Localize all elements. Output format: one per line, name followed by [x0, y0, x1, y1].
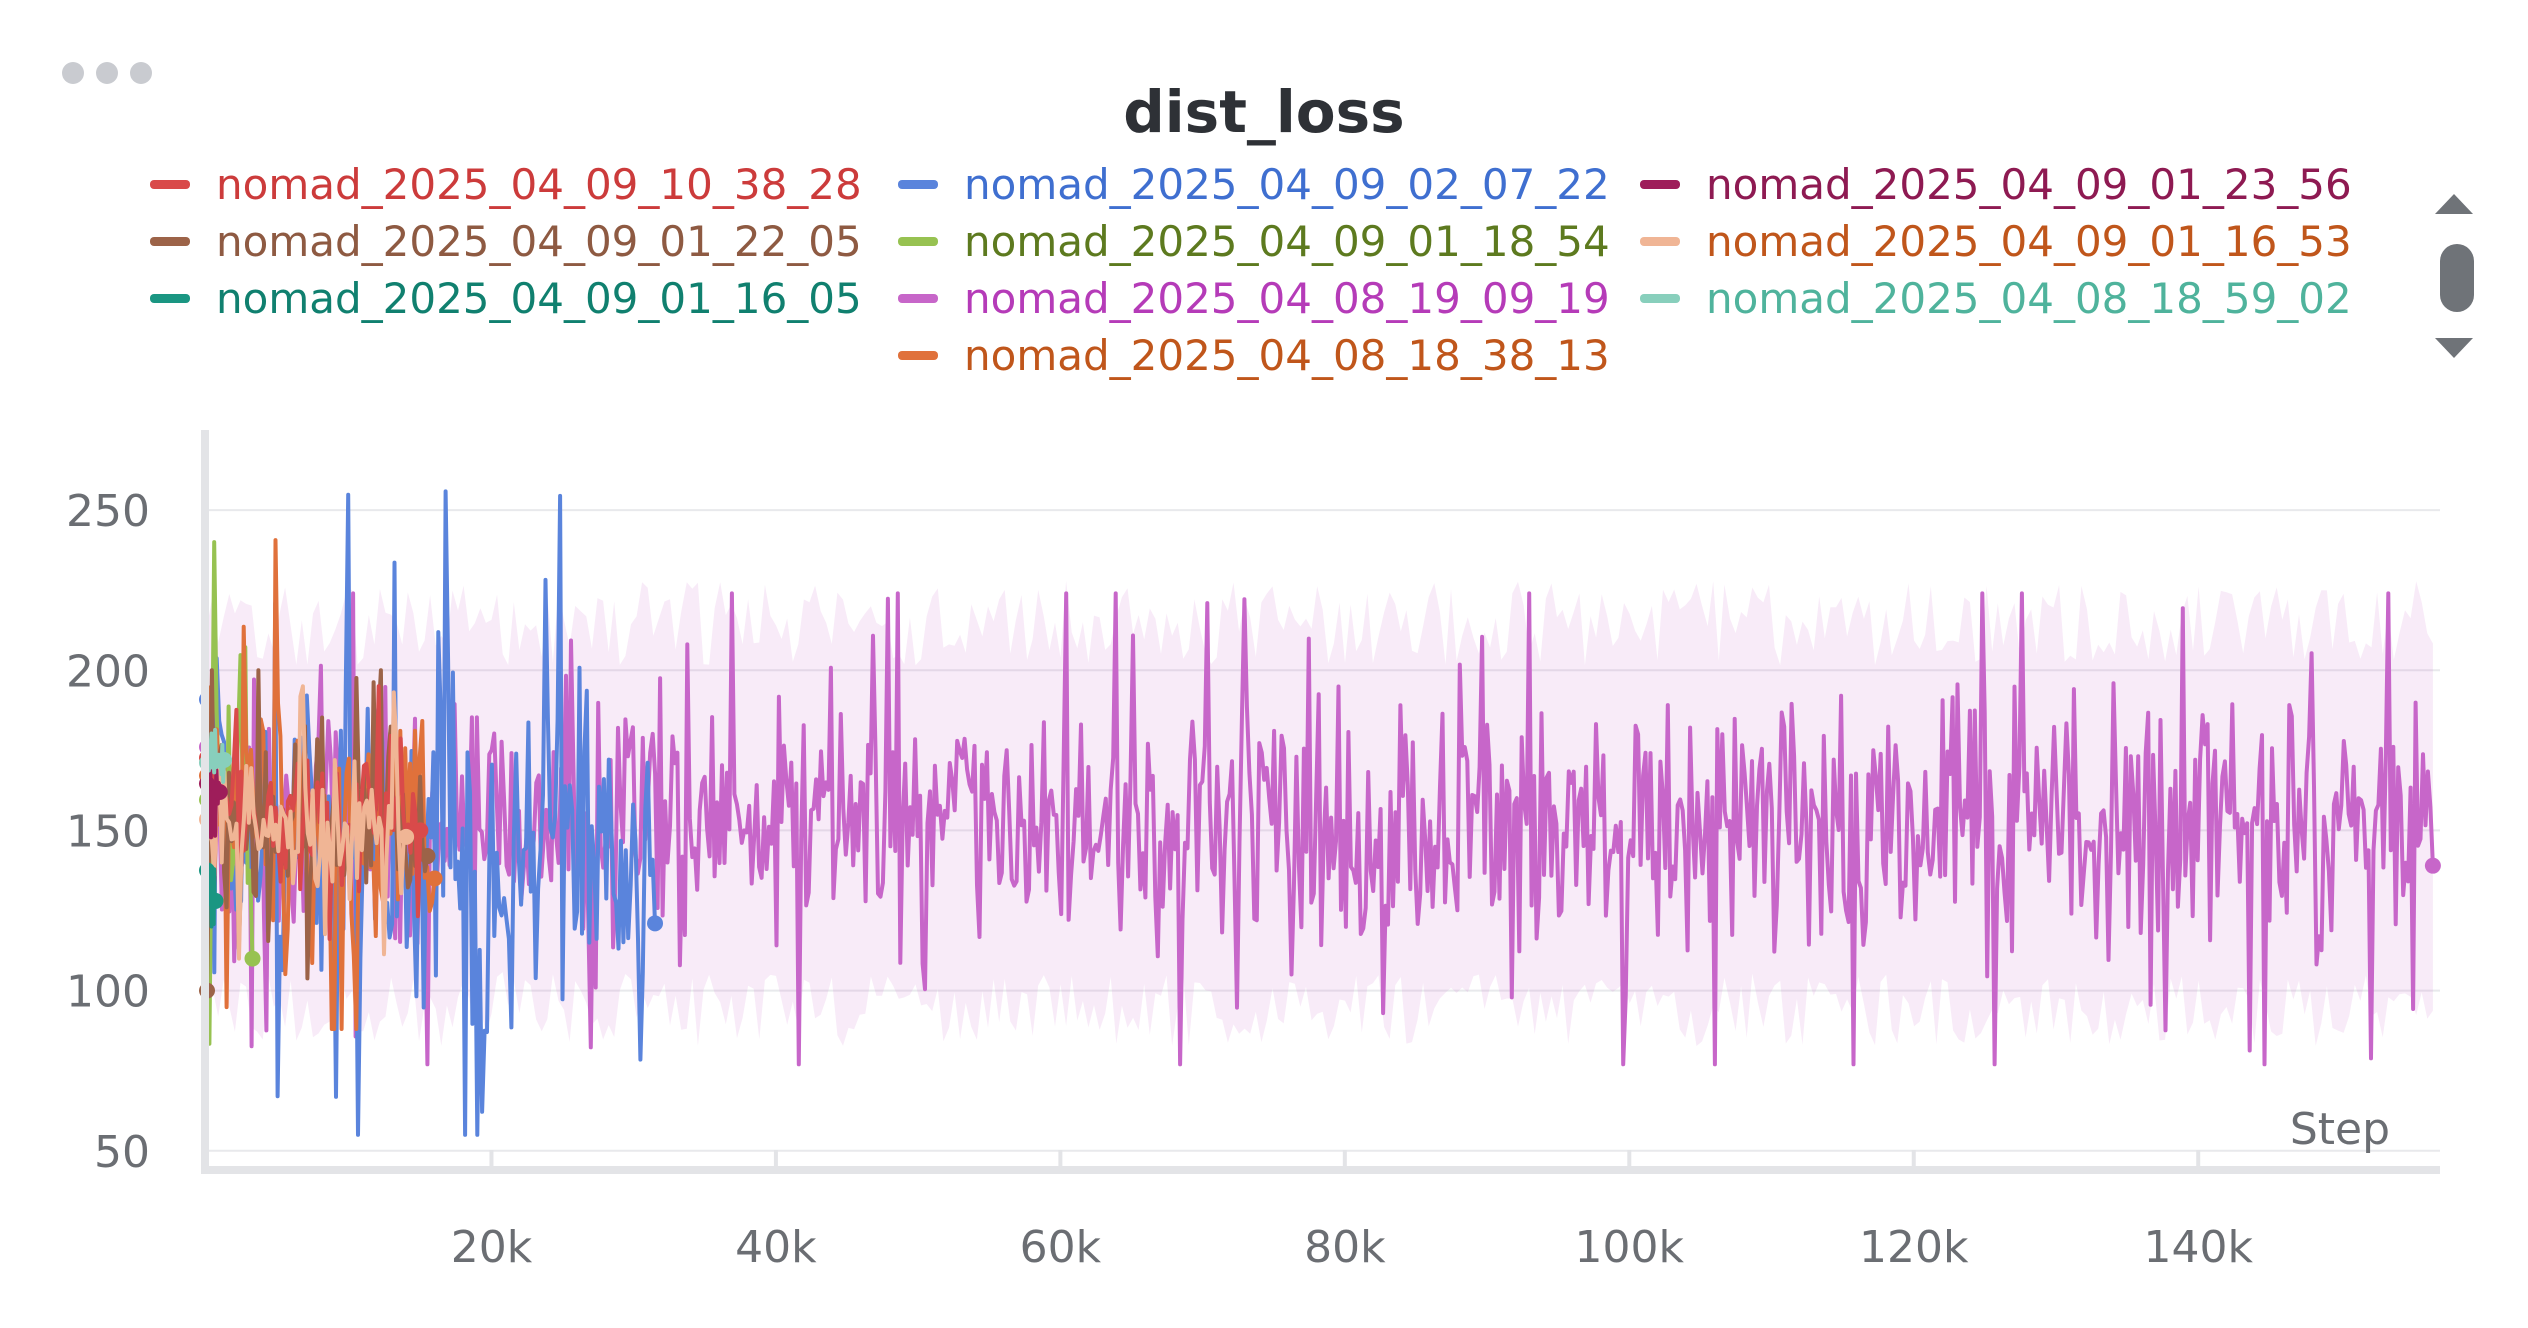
legend-swatch	[150, 294, 190, 303]
series-line	[205, 684, 408, 961]
dot	[130, 62, 152, 84]
legend-label: nomad_2025_04_09_01_18_54	[964, 217, 1610, 266]
legend-swatch	[898, 351, 938, 360]
legend-item[interactable]: nomad_2025_04_09_01_23_56	[1640, 160, 2352, 209]
scroll-down-icon[interactable]	[2435, 338, 2473, 358]
legend-swatch	[1640, 180, 1680, 189]
more-options-icon[interactable]	[62, 62, 152, 84]
series-end-marker	[647, 915, 664, 932]
legend-label: nomad_2025_04_09_01_22_05	[216, 217, 862, 266]
series-end-marker	[211, 783, 228, 800]
legend-label: nomad_2025_04_09_01_16_53	[1706, 217, 2352, 266]
legend-label: nomad_2025_04_09_10_38_28	[216, 160, 862, 209]
legend-label: nomad_2025_04_08_18_38_13	[964, 331, 1610, 380]
x-tick-label: 100k	[1575, 1222, 1685, 1273]
series-end-marker	[2424, 857, 2441, 874]
legend-label: nomad_2025_04_09_01_23_56	[1706, 160, 2352, 209]
series-end-marker	[419, 848, 436, 865]
series-end-marker	[207, 892, 224, 909]
x-tick-label: 60k	[1020, 1222, 1102, 1273]
legend-item[interactable]: nomad_2025_04_09_01_16_05	[150, 274, 862, 323]
series-line	[205, 489, 657, 1137]
series-end-marker	[398, 828, 415, 845]
y-tick-label: 200	[66, 646, 150, 697]
x-tick-label: 80k	[1304, 1222, 1386, 1273]
legend-swatch	[150, 237, 190, 246]
legend-swatch	[898, 294, 938, 303]
legend-label: nomad_2025_04_08_19_09_19	[964, 274, 1610, 323]
x-axis-label: Step	[2290, 1104, 2390, 1155]
legend-item[interactable]: nomad_2025_04_09_01_22_05	[150, 217, 862, 266]
dot	[62, 62, 84, 84]
legend-swatch	[898, 237, 938, 246]
legend-swatch	[1640, 237, 1680, 246]
legend-item[interactable]: nomad_2025_04_09_01_16_53	[1640, 217, 2352, 266]
legend-item[interactable]: nomad_2025_04_09_01_18_54	[898, 217, 1610, 266]
legend: nomad_2025_04_09_10_38_28 nomad_2025_04_0…	[150, 160, 2380, 400]
series-line	[205, 763, 222, 840]
y-tick-label: 100	[66, 967, 150, 1018]
series-end-marker	[426, 870, 443, 887]
x-tick-label: 120k	[1859, 1222, 1969, 1273]
legend-item[interactable]: nomad_2025_04_09_10_38_28	[150, 160, 862, 209]
legend-label: nomad_2025_04_09_02_07_22	[964, 160, 1610, 209]
legend-item[interactable]: nomad_2025_04_08_19_09_19	[898, 274, 1610, 323]
legend-item[interactable]: nomad_2025_04_08_18_59_02	[1640, 274, 2352, 323]
x-tick-label: 40k	[735, 1222, 817, 1273]
x-tick-label: 20k	[451, 1222, 533, 1273]
series-end-marker	[412, 822, 429, 839]
legend-item[interactable]: nomad_2025_04_08_18_38_13	[898, 331, 1610, 380]
legend-swatch	[1640, 294, 1680, 303]
legend-swatch	[898, 180, 938, 189]
series-end-marker	[216, 751, 233, 768]
legend-scrollbar[interactable]	[2420, 168, 2490, 378]
series-end-marker	[244, 950, 261, 967]
legend-swatch	[150, 180, 190, 189]
legend-label: nomad_2025_04_08_18_59_02	[1706, 274, 2352, 323]
legend-label: nomad_2025_04_09_01_16_05	[216, 274, 862, 323]
x-tick-label: 140k	[2143, 1222, 2253, 1273]
dot	[96, 62, 118, 84]
scroll-thumb[interactable]	[2440, 244, 2474, 312]
y-tick-label: 150	[66, 806, 150, 857]
scroll-up-icon[interactable]	[2435, 194, 2473, 214]
y-tick-label: 50	[94, 1127, 150, 1178]
legend-item[interactable]: nomad_2025_04_09_02_07_22	[898, 160, 1610, 209]
chart-title: dist_loss	[1123, 78, 1405, 146]
y-tick-label: 250	[66, 486, 150, 537]
